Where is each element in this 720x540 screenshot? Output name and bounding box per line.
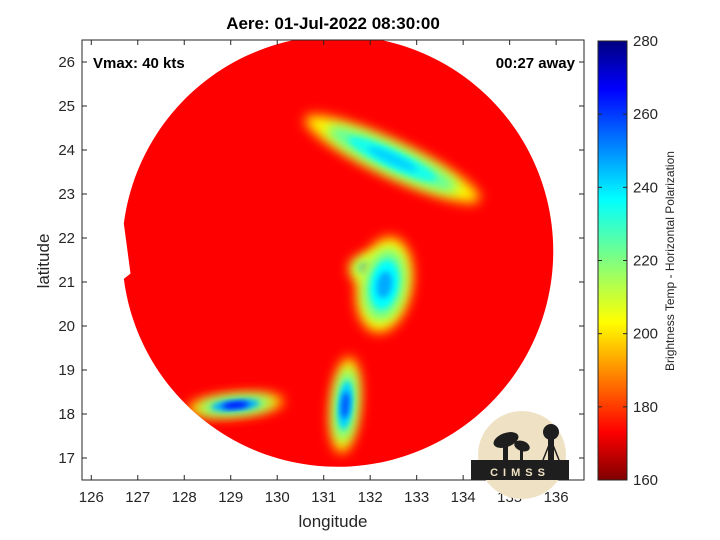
feature-south-west-band — [187, 393, 284, 418]
colorbar: 160 180 200 220 240 260 280 Brightness Temp - … — [597, 33, 677, 489]
colorbar-tick-label: 280 — [633, 33, 658, 50]
x-tick-label: 130 — [265, 489, 290, 506]
y-tick-label: 21 — [58, 274, 75, 291]
y-tick-label: 23 — [58, 186, 75, 203]
plot-frame — [81, 39, 585, 481]
x-tick-label: 128 — [172, 489, 197, 506]
x-tick-label: 133 — [404, 489, 429, 506]
plot-area: 126 127 128 129 130 131 132 133 134 135 136 171819… — [58, 39, 585, 506]
y-axis-label: latitude — [34, 234, 53, 289]
x-tick-label: 129 — [218, 489, 243, 506]
logo-tower-icon — [542, 424, 560, 461]
x-tick-label: 136 — [544, 489, 569, 506]
colorbar-tick-label: 180 — [633, 399, 658, 416]
feature-contour — [376, 271, 393, 299]
y-tick-label: 25 — [58, 98, 75, 115]
y-tick-label: 26 — [58, 54, 75, 71]
y-tick-label: 17 — [58, 450, 75, 467]
x-tick-label: 132 — [358, 489, 383, 506]
feature-contour — [367, 146, 417, 172]
chart-title: Aere: 01-Jul-2022 08:30:00 — [226, 14, 440, 33]
x-tick-label: 134 — [451, 489, 476, 506]
feature-contour — [221, 401, 249, 409]
time-away-annotation: 00:27 away — [496, 55, 576, 72]
y-tick-label: 24 — [58, 142, 75, 159]
colorbar-label: Brightness Temp - Horizontal Polarizatio… — [663, 151, 677, 371]
feature-northern-band — [305, 115, 480, 203]
x-tick-label: 127 — [125, 489, 150, 506]
vmax-annotation: Vmax: 40 kts — [93, 55, 185, 72]
colorbar-tick-label: 160 — [633, 472, 658, 489]
swath — [123, 40, 554, 467]
convective-features — [187, 115, 480, 454]
x-tick-label: 126 — [79, 489, 104, 506]
colorbar-tick-label: 220 — [633, 253, 658, 270]
logo-dish-icon — [493, 432, 530, 460]
y-tick-label: 18 — [58, 406, 75, 423]
feature-southern-band — [330, 357, 361, 454]
y-axis: 17 18 19 20 21 22 23 24 25 26 — [58, 54, 584, 467]
logo-text: CIMSS — [490, 467, 550, 479]
colorbar-ticks: 160 180 200 220 240 260 280 — [598, 33, 658, 489]
feature-contour — [341, 391, 350, 419]
y-tick-label: 22 — [58, 230, 75, 247]
x-axis: 126 127 128 129 130 131 132 133 134 135 136 — [79, 40, 569, 506]
logo-banner — [471, 460, 569, 480]
x-tick-label: 131 — [311, 489, 336, 506]
y-tick-label: 20 — [58, 318, 75, 335]
colorbar-fill — [597, 40, 628, 481]
cimss-logo: CIMSS — [471, 411, 569, 499]
colorbar-tick-label: 200 — [633, 326, 658, 343]
colorbar-tick-label: 240 — [633, 179, 658, 196]
y-tick-label: 19 — [58, 362, 75, 379]
feature-inner-band — [356, 237, 413, 333]
x-axis-label: longitude — [298, 512, 367, 531]
colorbar-tick-label: 260 — [633, 106, 658, 123]
